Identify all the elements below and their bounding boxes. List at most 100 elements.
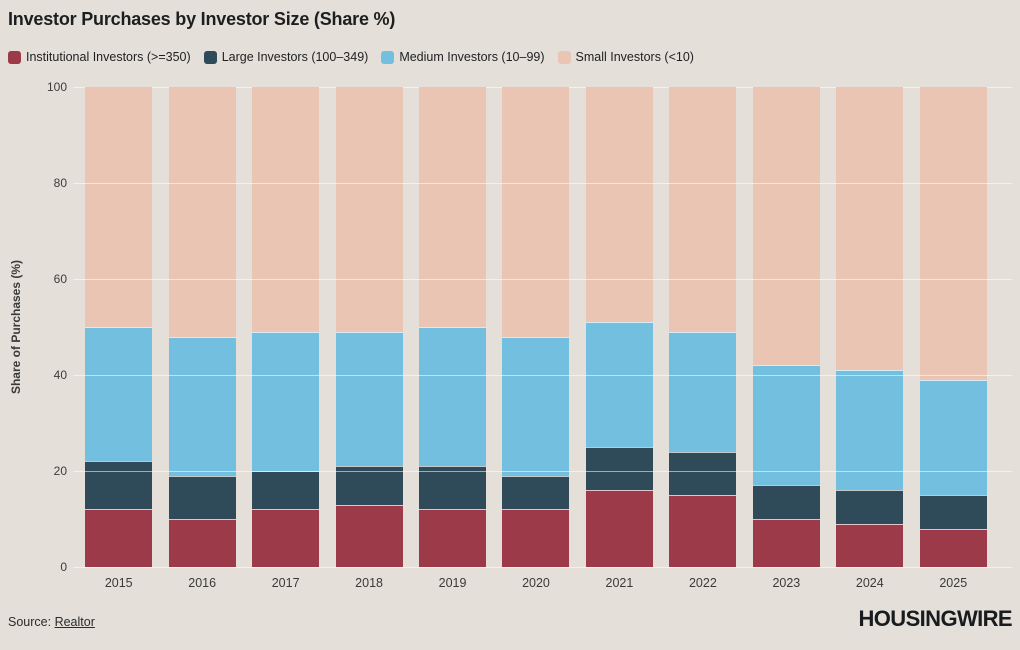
y-axis-title: Share of Purchases (%) xyxy=(9,259,23,395)
stacked-bar-2022 xyxy=(669,87,737,567)
x-tick-label-2017: 2017 xyxy=(271,576,300,590)
bar-segment xyxy=(168,87,236,337)
legend-item-1: Large Investors (100–349) xyxy=(203,50,369,64)
stacked-bar-2017 xyxy=(252,87,320,567)
legend-item-0: Institutional Investors (>=350) xyxy=(8,50,191,64)
x-tick-label-2018: 2018 xyxy=(355,576,383,590)
bar-segment xyxy=(252,87,320,332)
source-link[interactable]: Realtor xyxy=(54,615,95,629)
bar-segment xyxy=(335,466,403,505)
bar-segment xyxy=(919,379,987,495)
year-column-2025: 2025 xyxy=(912,87,995,590)
x-tick-label-2016: 2016 xyxy=(188,576,217,590)
stacked-bar-2025 xyxy=(919,87,987,567)
legend-label: Institutional Investors (>=350) xyxy=(26,50,191,64)
y-tick-label-60: 60 xyxy=(53,272,67,286)
source-note: Source: Realtor xyxy=(8,615,95,629)
gridline-0 xyxy=(73,566,1012,568)
x-tick-label-2020: 2020 xyxy=(522,576,550,590)
bar-segment xyxy=(502,87,570,337)
bars-container: 2015 2016 2017 2018 2019 2020 2021 2022 2023 2024… xyxy=(77,87,995,590)
bar-segment xyxy=(252,470,320,510)
legend-swatch-icon xyxy=(557,50,571,64)
chart-legend: Institutional Investors (>=350) Large Inv… xyxy=(8,50,694,64)
legend-swatch-icon xyxy=(8,50,21,64)
bar-segment xyxy=(335,87,403,332)
bar-segment xyxy=(419,509,487,567)
bar-segment xyxy=(669,331,737,452)
y-tick-label-80: 80 xyxy=(53,176,67,190)
bar-segment xyxy=(752,87,820,366)
stacked-bar-2023 xyxy=(752,87,820,567)
bar-segment xyxy=(836,490,904,524)
bar-segment xyxy=(335,504,403,567)
bar-segment xyxy=(168,475,236,519)
bar-segment xyxy=(168,336,236,476)
bar-segment xyxy=(585,490,653,567)
bar-segment xyxy=(335,331,403,467)
stacked-bar-2021 xyxy=(585,87,653,567)
legend-item-2: Medium Investors (10–99) xyxy=(381,50,545,64)
gridline-80 xyxy=(73,182,1012,184)
year-column-2024: 2024 xyxy=(828,87,911,590)
bar-segment xyxy=(85,461,153,510)
x-tick-label-2021: 2021 xyxy=(605,576,634,590)
bar-segment xyxy=(502,509,570,567)
x-tick-label-2022: 2022 xyxy=(688,576,717,590)
bar-segment xyxy=(669,494,737,567)
bar-segment xyxy=(669,87,737,332)
bar-segment xyxy=(669,451,737,495)
bar-segment xyxy=(85,87,153,327)
stacked-bar-2020 xyxy=(502,87,570,567)
y-tick-label-0: 0 xyxy=(60,560,67,574)
bar-segment xyxy=(85,509,153,567)
legend-label: Medium Investors (10–99) xyxy=(399,50,545,64)
x-tick-label-2023: 2023 xyxy=(772,576,801,590)
bar-segment xyxy=(419,466,487,510)
stacked-bar-2019 xyxy=(419,87,487,567)
stacked-bar-2016 xyxy=(168,87,236,567)
bar-segment xyxy=(502,475,570,510)
stacked-bar-2024 xyxy=(836,87,904,567)
year-column-2020: 2020 xyxy=(494,87,577,590)
bar-segment xyxy=(919,494,987,529)
bar-segment xyxy=(919,528,987,567)
bar-segment xyxy=(836,370,904,491)
bar-segment xyxy=(836,87,904,371)
bar-segment xyxy=(502,336,570,476)
legend-swatch-icon xyxy=(203,50,217,64)
legend-label: Small Investors (<10) xyxy=(575,50,694,64)
year-column-2023: 2023 xyxy=(745,87,828,590)
bar-segment xyxy=(168,518,236,567)
legend-item-3: Small Investors (<10) xyxy=(557,50,694,64)
bar-segment xyxy=(252,509,320,567)
year-column-2022: 2022 xyxy=(661,87,744,590)
stacked-bar-2015 xyxy=(85,87,153,567)
x-tick-label-2025: 2025 xyxy=(939,576,968,590)
y-tick-label-20: 20 xyxy=(53,464,67,478)
plot-area: Share of Purchases (%) 2015 2016 2017 2018 2… xyxy=(9,80,1012,590)
y-tick-label-40: 40 xyxy=(53,368,67,382)
year-column-2019: 2019 xyxy=(411,87,494,590)
legend-swatch-icon xyxy=(381,50,395,64)
bar-segment xyxy=(752,518,820,567)
gridline-40 xyxy=(73,374,1012,376)
x-tick-label-2015: 2015 xyxy=(104,576,133,590)
legend-label: Large Investors (100–349) xyxy=(221,50,369,64)
year-column-2016: 2016 xyxy=(160,87,243,590)
bar-segment xyxy=(252,331,320,471)
bar-segment xyxy=(752,485,820,519)
bar-segment xyxy=(752,365,820,486)
bar-segment xyxy=(85,327,153,462)
y-tick-label-100: 100 xyxy=(46,80,67,94)
x-tick-label-2024: 2024 xyxy=(855,576,884,590)
x-tick-label-2019: 2019 xyxy=(438,576,467,590)
gridline-20 xyxy=(73,470,1012,472)
stacked-bar-2018 xyxy=(335,87,403,567)
year-column-2015: 2015 xyxy=(77,87,160,590)
bar-segment xyxy=(836,523,904,567)
year-column-2021: 2021 xyxy=(578,87,661,590)
housingwire-logo: HOUSINGWIRE xyxy=(858,606,1012,631)
bar-segment xyxy=(919,87,987,380)
